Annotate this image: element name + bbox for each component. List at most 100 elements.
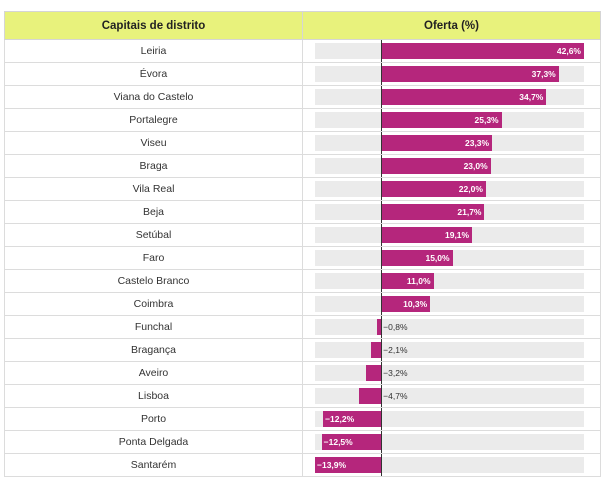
bar-cell: −12,5% [302, 430, 601, 454]
data-label: 22,0% [458, 184, 483, 194]
bar-track [315, 365, 584, 381]
table-row: Faro 15,0% [4, 246, 601, 270]
bar [381, 296, 431, 312]
data-label: −13,9% [317, 460, 347, 470]
data-label: 25,3% [474, 115, 499, 125]
bar-track [315, 296, 584, 312]
table-row: Lisboa −4,7% [4, 384, 601, 408]
bar-cell: 42,6% [302, 39, 601, 63]
table-row: Viana do Castelo 34,7% [4, 85, 601, 109]
table-row: Leiria 42,6% [4, 39, 601, 63]
category-label: Évora [4, 62, 303, 86]
bar [381, 181, 486, 197]
bar [381, 89, 547, 105]
zero-axis-line [381, 454, 383, 476]
data-label: −3,2% [383, 368, 408, 378]
category-label: Coimbra [4, 292, 303, 316]
bar [381, 158, 491, 174]
bar-cell: −3,2% [302, 361, 601, 385]
category-label: Viseu [4, 131, 303, 155]
bar-cell: 19,1% [302, 223, 601, 247]
bar [323, 411, 382, 427]
data-label: 42,6% [556, 46, 581, 56]
zero-axis-line [381, 201, 383, 223]
bar-cell: −13,9% [302, 453, 601, 477]
category-label: Castelo Branco [4, 269, 303, 293]
zero-axis-line [381, 155, 383, 177]
zero-axis-line [381, 86, 383, 108]
data-label: 21,7% [457, 207, 482, 217]
bar-cell: −0,8% [302, 315, 601, 339]
zero-axis-line [381, 109, 383, 131]
bar-cell: 23,3% [302, 131, 601, 155]
data-label: −12,5% [323, 437, 353, 447]
data-label: −4,7% [383, 391, 408, 401]
bar [381, 227, 473, 243]
bar-track [315, 457, 584, 473]
bar-cell: 34,7% [302, 85, 601, 109]
zero-axis-line [381, 63, 383, 85]
bar-track [315, 388, 584, 404]
bar [321, 434, 382, 450]
table-row: Coimbra 10,3% [4, 292, 601, 316]
table-header-row: Capitais de distrito Oferta (%) [4, 11, 601, 40]
bar-cell: 22,0% [302, 177, 601, 201]
bar [381, 43, 584, 59]
data-label: −0,8% [383, 322, 408, 332]
bar [377, 319, 382, 335]
bar [381, 250, 453, 266]
header-oferta: Oferta (%) [302, 11, 601, 40]
data-label: 23,0% [463, 161, 488, 171]
zero-axis-line [381, 132, 383, 154]
category-label: Leiria [4, 39, 303, 63]
table-row: Castelo Branco 11,0% [4, 269, 601, 293]
zero-axis-line [381, 408, 383, 430]
zero-axis-line [381, 270, 383, 292]
zero-axis-line [381, 339, 383, 361]
zero-axis-line [381, 40, 383, 62]
category-label: Vila Real [4, 177, 303, 201]
bar [381, 112, 502, 128]
data-label: 15,0% [425, 253, 450, 263]
category-label: Beja [4, 200, 303, 224]
table-row: Porto −12,2% [4, 407, 601, 431]
bar-cell: −12,2% [302, 407, 601, 431]
bar-track [315, 342, 584, 358]
zero-axis-line [381, 293, 383, 315]
table-row: Braga 23,0% [4, 154, 601, 178]
table-row: Santarém −13,9% [4, 453, 601, 477]
table-row: Bragança −2,1% [4, 338, 601, 362]
data-label: 19,1% [444, 230, 470, 240]
category-label: Funchal [4, 315, 303, 339]
bar [381, 135, 493, 151]
zero-axis-line [381, 224, 383, 246]
table-row: Funchal −0,8% [4, 315, 601, 339]
table-row: Viseu 23,3% [4, 131, 601, 155]
zero-axis-line [381, 385, 383, 407]
bar-cell: 37,3% [302, 62, 601, 86]
category-label: Santarém [4, 453, 303, 477]
bar [358, 388, 382, 404]
bar-track [315, 319, 584, 335]
bar [315, 457, 382, 473]
data-label: 11,0% [406, 276, 431, 286]
table-row: Vila Real 22,0% [4, 177, 601, 201]
category-label: Porto [4, 407, 303, 431]
bar-track [315, 411, 584, 427]
zero-axis-line [381, 178, 383, 200]
data-label: 10,3% [403, 299, 428, 309]
bar [371, 342, 382, 358]
table-row: Portalegre 25,3% [4, 108, 601, 132]
header-capitais: Capitais de distrito [4, 11, 303, 40]
bar-cell: −4,7% [302, 384, 601, 408]
bar [365, 365, 382, 381]
bar-cell: 21,7% [302, 200, 601, 224]
data-label: −2,1% [383, 345, 408, 355]
category-label: Lisboa [4, 384, 303, 408]
bar [381, 66, 559, 82]
data-table: Capitais de distrito Oferta (%) Leiria 42… [4, 11, 601, 477]
category-label: Aveiro [4, 361, 303, 385]
bar-cell: 23,0% [302, 154, 601, 178]
zero-axis-line [381, 316, 383, 338]
bar-cell: 25,3% [302, 108, 601, 132]
